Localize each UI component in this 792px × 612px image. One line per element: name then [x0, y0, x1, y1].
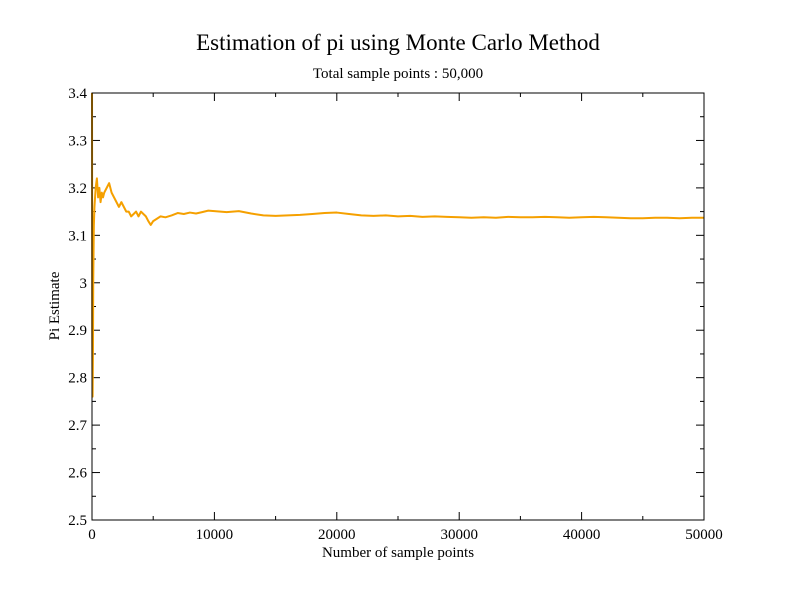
- y-axis-label: Pi Estimate: [47, 271, 63, 340]
- x-tick-label: 30000: [440, 527, 478, 543]
- x-tick-label: 20000: [318, 527, 356, 543]
- x-axis-label: Number of sample points: [322, 545, 474, 561]
- chart-subtitle: Total sample points : 50,000: [313, 66, 483, 82]
- y-tick-label: 3.4: [68, 86, 87, 102]
- y-tick-label: 2.8: [68, 371, 87, 387]
- y-tick-label: 2.6: [68, 466, 87, 482]
- y-axis: 2.5 2.6 2.7 2.8 2.9 3 3.1 3.2 3.3 3.4: [68, 86, 704, 529]
- x-tick-label: 50000: [685, 527, 723, 543]
- x-tick-label: 0: [88, 527, 96, 543]
- y-tick-label: 2.9: [68, 323, 87, 339]
- x-axis: 0 10000 20000 30000 40000 50000: [88, 93, 723, 543]
- y-tick-label: 3.1: [68, 228, 87, 244]
- plot-frame: [91, 92, 705, 521]
- y-tick-label: 3.2: [68, 181, 87, 197]
- y-tick-label: 2.7: [68, 418, 87, 434]
- y-tick-label: 3.3: [68, 133, 87, 149]
- chart-title: Estimation of pi using Monte Carlo Metho…: [196, 30, 600, 55]
- y-tick-label: 2.5: [68, 513, 87, 529]
- x-tick-label: 40000: [563, 527, 601, 543]
- y-tick-label: 3: [80, 276, 88, 292]
- x-tick-label: 10000: [196, 527, 234, 543]
- pi-estimate-line: [91, 92, 704, 398]
